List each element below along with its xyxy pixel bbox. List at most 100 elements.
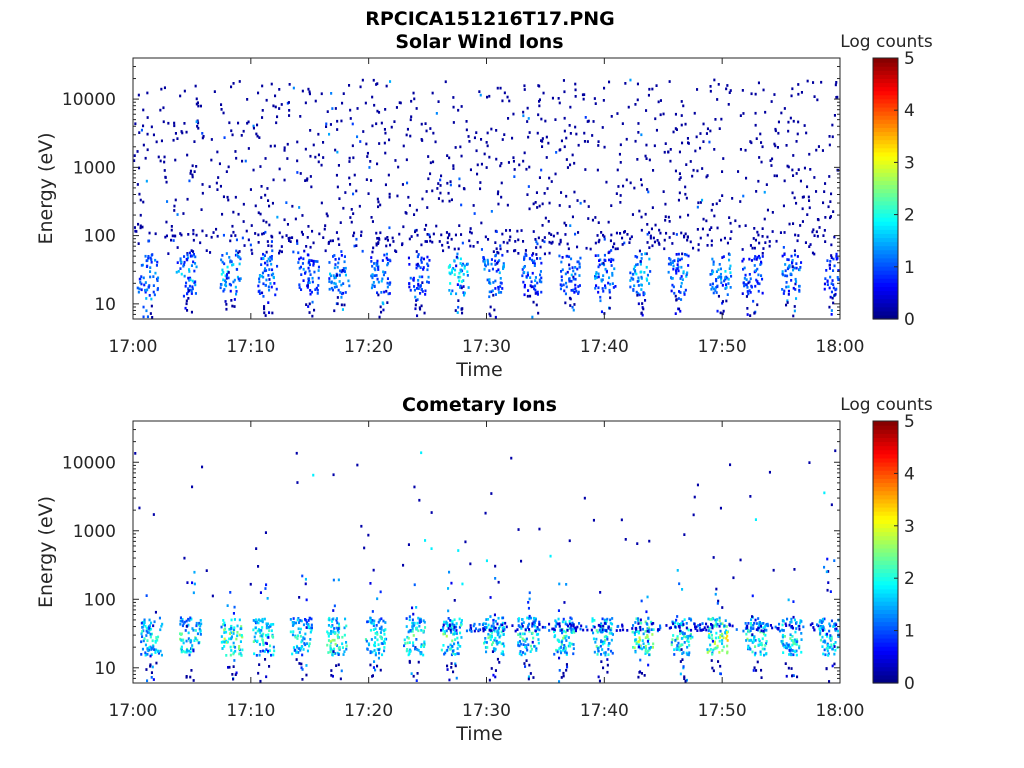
spectrogram-cell <box>146 639 149 642</box>
spectrogram-cell <box>786 164 789 168</box>
spectrogram-cell <box>236 631 239 634</box>
spectrogram-cell <box>572 623 575 627</box>
spectrogram-cell <box>373 262 376 265</box>
spectrogram-cell <box>408 618 411 622</box>
colorbar-segment <box>873 633 898 639</box>
spectrogram-cell <box>577 143 580 147</box>
spectrogram-cell <box>328 618 331 622</box>
spectrogram-cell <box>340 669 343 673</box>
spectrogram-cell <box>320 201 323 205</box>
spectrogram-cell <box>741 259 744 263</box>
spectrogram-cell <box>375 243 378 247</box>
spectrogram-cell <box>199 619 202 622</box>
spectrogram-cell <box>795 621 798 624</box>
spectrogram-cell <box>833 235 836 239</box>
spectrogram-cell <box>779 231 782 234</box>
spectrogram-cell <box>260 634 263 637</box>
spectrogram-cell <box>267 285 270 289</box>
spectrogram-cell <box>685 635 688 639</box>
spectrogram-cell <box>377 643 380 646</box>
spectrogram-cell <box>464 540 467 544</box>
spectrogram-cell <box>689 634 692 638</box>
spectrogram-cell <box>782 633 785 637</box>
spectrogram-cell <box>681 141 684 145</box>
spectrogram-cell <box>492 673 495 677</box>
spectrogram-cell <box>413 485 416 489</box>
spectrogram-cell <box>349 117 352 120</box>
spectrogram-cell <box>486 646 489 649</box>
spectrogram-cell <box>603 86 606 90</box>
spectrogram-cell <box>753 311 756 315</box>
spectrogram-cell <box>196 124 199 128</box>
spectrogram-cell <box>385 289 388 293</box>
spectrogram-cell <box>195 102 198 106</box>
spectrogram-cell <box>821 627 824 631</box>
spectrogram-cell <box>301 574 304 578</box>
spectrogram-cell <box>700 628 703 632</box>
spectrogram-cell <box>461 241 464 245</box>
spectrogram-cell <box>601 628 604 631</box>
spectrogram-cell <box>678 623 681 626</box>
spectrogram-cell <box>544 216 547 220</box>
spectrogram-cell <box>308 281 311 284</box>
colorbar-segment <box>873 678 898 684</box>
spectrogram-cell <box>514 240 517 243</box>
spectrogram-cell <box>266 260 269 263</box>
spectrogram-cell <box>673 653 676 656</box>
spectrogram-cell <box>648 653 651 657</box>
spectrogram-cell <box>269 625 272 628</box>
colorbar-segment <box>873 82 898 88</box>
spectrogram-cell <box>793 266 796 270</box>
spectrogram-cell <box>345 644 348 648</box>
spectrogram-cell <box>369 663 372 667</box>
spectrogram-cell <box>216 188 219 191</box>
spectrogram-cell <box>334 258 337 261</box>
spectrogram-cell <box>370 179 373 182</box>
spectrogram-cell <box>519 650 522 653</box>
spectrogram-cell <box>633 631 636 635</box>
spectrogram-cell <box>249 582 252 586</box>
spectrogram-cell <box>563 635 566 638</box>
spectrogram-cell <box>416 298 419 301</box>
spectrogram-cell <box>263 311 266 315</box>
spectrogram-cell <box>144 281 147 284</box>
spectrogram-cell <box>316 288 319 292</box>
spectrogram-cell <box>768 244 771 248</box>
spectrogram-cell <box>830 282 833 285</box>
spectrogram-cell <box>355 189 358 193</box>
spectrogram-cell <box>541 140 544 143</box>
spectrogram-cell <box>409 118 412 122</box>
spectrogram-cell <box>673 291 676 295</box>
spectrogram-cell <box>536 131 539 135</box>
spectrogram-cell <box>790 254 793 258</box>
spectrogram-cell <box>489 596 492 599</box>
spectrogram-cell <box>342 291 345 295</box>
spectrogram-cell <box>563 644 566 647</box>
spectrogram-cell <box>696 228 699 231</box>
spectrogram-cell <box>719 672 722 676</box>
spectrogram-cell <box>289 618 292 621</box>
spectrogram-cell <box>375 624 378 627</box>
spectrogram-cell <box>645 157 648 160</box>
spectrogram-cell <box>804 241 807 244</box>
spectrogram-cell <box>591 619 594 623</box>
spectrogram-cell <box>421 275 424 279</box>
spectrogram-cell <box>745 632 748 636</box>
spectrogram-cell <box>422 257 425 261</box>
spectrogram-cell <box>763 632 766 636</box>
spectrogram-cell <box>373 274 376 277</box>
spectrogram-cell <box>644 299 647 302</box>
spectrogram-cell <box>180 638 183 642</box>
spectrogram-cell <box>717 276 720 279</box>
x-tick-label: 17:50 <box>698 701 747 721</box>
spectrogram-cell <box>794 630 797 634</box>
spectrogram-cell <box>235 637 238 641</box>
spectrogram-cell <box>678 191 681 195</box>
spectrogram-cell <box>526 271 529 275</box>
spectrogram-cell <box>742 267 745 271</box>
spectrogram-cell <box>792 222 795 225</box>
spectrogram-cell <box>541 137 544 140</box>
spectrogram-cell <box>140 128 143 132</box>
colorbar-segment <box>873 498 898 504</box>
spectrogram-cell <box>728 216 731 219</box>
